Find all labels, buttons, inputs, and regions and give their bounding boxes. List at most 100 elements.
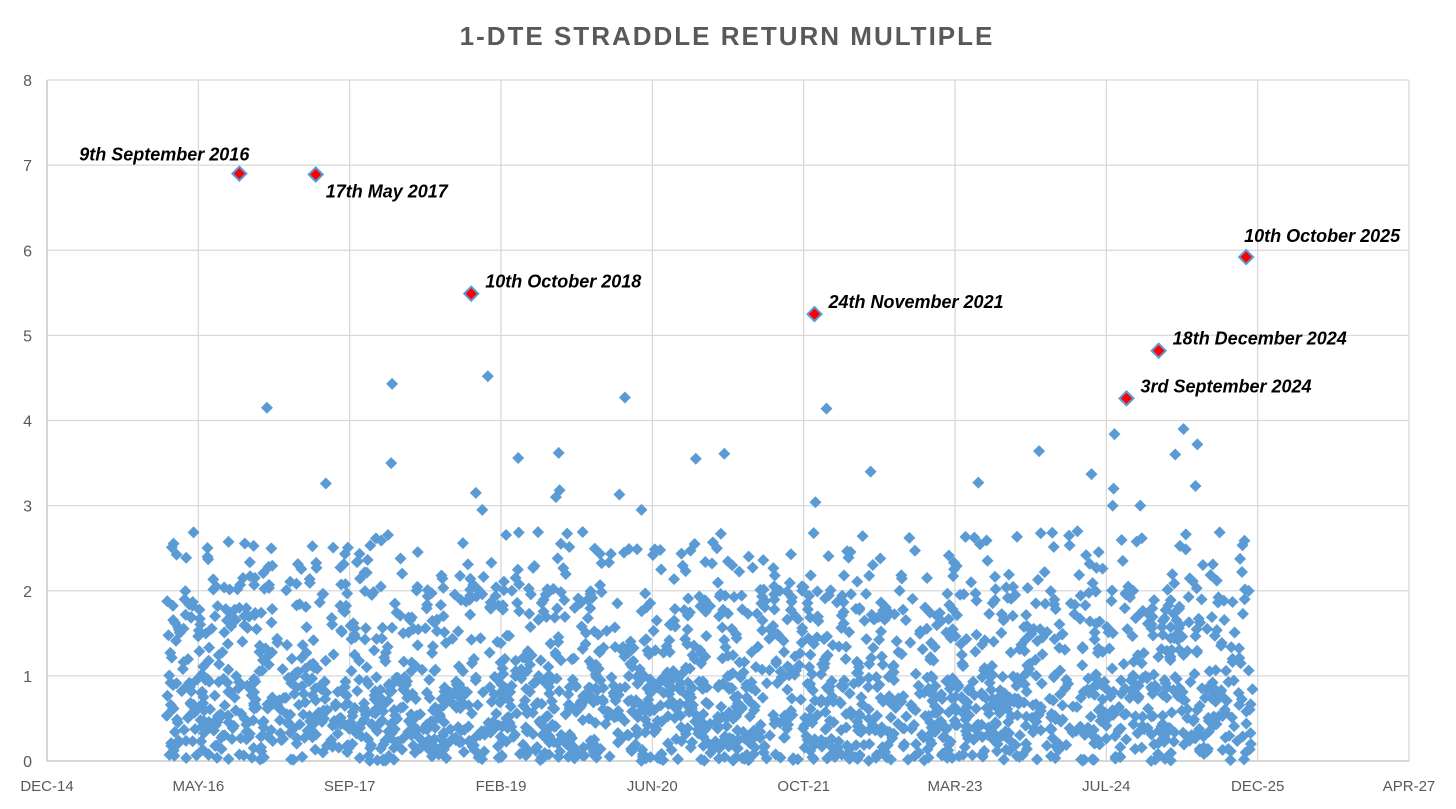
data-point — [453, 569, 466, 582]
data-point — [430, 613, 443, 626]
data-point — [1048, 633, 1061, 646]
data-point — [1048, 669, 1061, 682]
data-point — [802, 632, 815, 645]
data-point — [306, 689, 319, 702]
x-tick-label: FEB-19 — [476, 778, 527, 795]
data-point — [453, 736, 466, 749]
data-point — [1076, 659, 1089, 672]
data-point — [519, 651, 532, 664]
data-point — [190, 749, 203, 762]
data-point — [208, 689, 221, 702]
data-point — [494, 730, 507, 743]
data-point — [389, 709, 402, 722]
data-point — [594, 579, 607, 592]
data-point — [333, 712, 346, 725]
y-tick-label: 5 — [23, 328, 32, 345]
data-point — [771, 677, 784, 690]
data-point — [1157, 725, 1170, 738]
data-point — [713, 678, 726, 691]
data-point — [1020, 743, 1033, 756]
data-point — [716, 621, 729, 634]
data-point — [351, 684, 364, 697]
data-point — [1109, 752, 1122, 765]
data-point — [1184, 675, 1197, 688]
data-point — [168, 749, 181, 762]
data-point — [965, 576, 978, 589]
data-point — [413, 731, 426, 744]
data-point — [576, 642, 589, 655]
data-point — [234, 732, 247, 745]
data-point — [250, 623, 263, 636]
data-point — [160, 709, 173, 722]
x-tick-label: JUL-24 — [1082, 778, 1130, 795]
data-point — [915, 728, 928, 741]
data-point — [804, 702, 817, 715]
data-point — [760, 752, 773, 765]
data-point — [1189, 480, 1202, 493]
data-point — [256, 729, 269, 742]
data-point — [555, 728, 568, 741]
data-point — [855, 691, 868, 704]
data-point — [410, 709, 423, 722]
data-point — [376, 714, 389, 727]
data-point — [1063, 539, 1076, 552]
data-point — [543, 676, 556, 689]
data-point — [947, 556, 960, 569]
data-point — [843, 687, 856, 700]
data-point — [477, 570, 490, 583]
data-point — [970, 594, 983, 607]
annotation-label: 3rd September 2024 — [1140, 376, 1311, 396]
data-point — [740, 691, 753, 704]
data-point — [1001, 591, 1014, 604]
data-point — [469, 486, 482, 499]
data-point — [825, 675, 838, 688]
data-point — [746, 561, 759, 574]
data-point — [341, 587, 354, 600]
data-point — [1063, 529, 1076, 542]
data-point — [496, 603, 509, 616]
data-point — [728, 591, 741, 604]
annotation-label: 9th September 2016 — [79, 145, 250, 165]
data-point — [639, 726, 652, 739]
data-point — [500, 528, 513, 541]
data-point — [808, 738, 821, 751]
data-point — [1240, 717, 1253, 730]
data-point — [1092, 546, 1105, 559]
data-point — [327, 648, 340, 661]
data-point — [589, 668, 602, 681]
data-point — [1226, 652, 1239, 665]
data-point — [464, 736, 477, 749]
data-point — [430, 625, 443, 638]
data-point — [559, 568, 572, 581]
data-point — [215, 742, 228, 755]
data-point — [806, 668, 819, 681]
data-point — [1129, 743, 1142, 756]
data-point — [644, 597, 657, 610]
data-point — [209, 610, 222, 623]
data-point — [240, 602, 253, 615]
data-point — [522, 582, 535, 595]
data-point — [291, 558, 304, 571]
data-point — [247, 741, 260, 754]
data-point — [542, 660, 555, 673]
data-point — [1054, 688, 1067, 701]
data-point — [823, 714, 836, 727]
data-point — [218, 626, 231, 639]
data-point — [1033, 445, 1046, 458]
data-point — [394, 552, 407, 565]
data-point — [657, 646, 670, 659]
data-point — [840, 721, 853, 734]
y-tick-label: 4 — [23, 414, 32, 431]
data-point — [230, 670, 243, 683]
data-point — [245, 689, 258, 702]
x-tick-label: DEC-25 — [1231, 778, 1284, 795]
data-point — [678, 603, 691, 616]
data-point — [955, 690, 968, 703]
data-point — [865, 652, 878, 665]
x-tick-label: SEP-17 — [324, 778, 376, 795]
data-point — [1146, 602, 1159, 615]
data-point — [558, 610, 571, 623]
data-point — [575, 620, 588, 633]
data-point — [381, 529, 394, 542]
data-point — [227, 719, 240, 732]
